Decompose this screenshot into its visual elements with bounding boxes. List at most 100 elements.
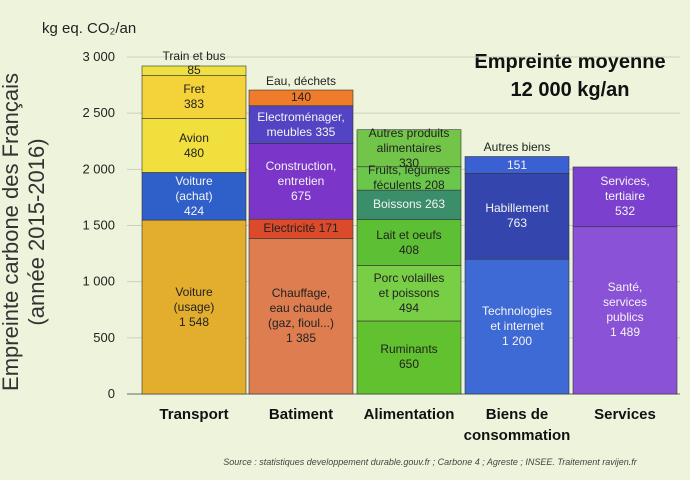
segment-label: 140 — [241, 90, 361, 105]
bar-segment — [464, 173, 570, 260]
segment-label-line: 494 — [398, 300, 420, 315]
category-label-line: Services — [594, 406, 656, 423]
bar-segment — [356, 320, 462, 395]
segment-label: Porc volailles et poissons 494 — [349, 271, 469, 316]
segment-label: Fruits, légumes féculents 208 — [349, 163, 469, 193]
segment-label: Technologies et internet 1 200 — [457, 304, 577, 349]
segment-label-line: Chauffage, — [271, 286, 331, 301]
segment-label-line: Fret — [183, 82, 205, 97]
bar-segment — [141, 65, 247, 76]
category-label: Batiment — [231, 404, 371, 425]
bar-segment — [356, 219, 462, 266]
segment-label: Autres produits alimentaires 330 — [349, 126, 469, 171]
bar-segment — [248, 105, 354, 144]
bar-segment — [356, 265, 462, 322]
segment-label: Services, tertiaire 532 — [565, 174, 685, 219]
category-label-line: Alimentation — [363, 406, 455, 423]
segment-label-line: Avion — [179, 130, 209, 145]
category-label: Biens de consommation — [447, 404, 587, 446]
bar-segment — [248, 143, 354, 220]
segment-label-above-line: Autres biens — [483, 140, 551, 155]
segment-label: Avion 480 — [134, 131, 254, 161]
segment-label-line: 763 — [506, 216, 528, 231]
bar-segment — [141, 75, 247, 119]
segment-label-line: 675 — [290, 188, 312, 203]
segment-label-line: 424 — [183, 203, 205, 218]
segment-label-line: et poissons — [378, 285, 440, 300]
segment-label-above-line: Train et bus — [162, 49, 226, 64]
segment-label-line: Lait et oeufs — [376, 227, 442, 242]
segment-label: Boissons 263 — [349, 197, 469, 212]
segment-label: 85 — [134, 63, 254, 78]
segment-label-line: Voiture — [175, 284, 213, 299]
segment-label: Ruminants 650 — [349, 342, 469, 372]
segment-label-line: Construction, — [265, 158, 337, 173]
segment-label-line: 1 489 — [609, 325, 641, 340]
segment-label-line: services — [602, 295, 647, 310]
category-label-line: Batiment — [268, 406, 334, 423]
segment-label-line: 383 — [183, 97, 205, 112]
category-label: Alimentation — [339, 404, 479, 425]
segment-label-line: Santé, — [607, 280, 643, 295]
segment-label-line: 1 200 — [501, 334, 533, 349]
y-tick-label: 0 — [108, 386, 115, 401]
y-tick-label: 2 500 — [82, 105, 115, 120]
bar-segment — [356, 189, 462, 220]
bar-segment — [572, 226, 678, 395]
segment-label-above: Autres biens — [457, 140, 577, 155]
segment-label-line: 532 — [614, 204, 636, 219]
headline-line-2: 12 000 kg/an — [510, 79, 630, 101]
segment-label-line: alimentaires — [376, 140, 442, 155]
segment-label-line: (achat) — [175, 188, 213, 203]
segment-label: Construction, entretien 675 — [241, 159, 361, 204]
segment-label: Chauffage, eau chaude (gaz, fioul...) 1 385 — [241, 286, 361, 346]
segment-label-line: 85 — [187, 63, 201, 78]
category-label: Transport — [124, 404, 264, 425]
source-note: Source : statistiques developpement dura… — [223, 457, 637, 467]
segment-label-line: Voiture — [175, 173, 213, 188]
segment-label-line: 408 — [398, 242, 420, 257]
segment-label-line: eau chaude — [269, 301, 333, 316]
segment-label-line: Habillement — [485, 201, 549, 216]
segment-label-line: (usage) — [173, 299, 215, 314]
y-unit-label: kg eq. CO₂/an — [42, 20, 137, 37]
segment-label-line: Autres produits — [368, 125, 450, 140]
segment-label-above: Train et bus — [134, 49, 254, 64]
segment-label-line: et internet — [490, 319, 544, 334]
segment-label-line: tertiaire — [604, 189, 645, 204]
category-label-line: Transport — [159, 406, 229, 423]
y-tick-label: 500 — [93, 330, 115, 345]
segment-label-line: meubles 335 — [266, 124, 336, 139]
category-label-line: Biens de — [485, 406, 549, 423]
segment-label-line: entretien — [277, 173, 325, 188]
segment-label-line: 1 385 — [285, 331, 317, 346]
segment-label-line: 151 — [506, 157, 528, 172]
bar-segment — [248, 89, 354, 107]
bar-segment — [141, 219, 247, 395]
segment-label-line: Fruits, légumes — [367, 163, 451, 178]
segment-label: Voiture (usage) 1 548 — [134, 285, 254, 330]
segment-label: Habillement 763 — [457, 201, 577, 231]
segment-label: 151 — [457, 158, 577, 173]
segment-label-line: 1 548 — [178, 314, 210, 329]
segment-label-line: féculents 208 — [373, 178, 445, 193]
bar-segment — [356, 129, 462, 168]
category-label-line: consommation — [463, 427, 571, 444]
segment-label-line: (gaz, fioul...) — [267, 316, 335, 331]
bar-segment — [464, 156, 570, 174]
segment-label-line: Electroménager, — [257, 109, 345, 124]
y-tick-label: 1 500 — [82, 218, 115, 233]
bar-segment — [141, 118, 247, 173]
segment-label-line: 140 — [290, 90, 312, 105]
segment-label: Electroménager, meubles 335 — [241, 110, 361, 140]
segment-label-line: 480 — [183, 145, 205, 160]
category-label: Services — [555, 404, 690, 425]
bar-segment — [572, 166, 678, 228]
segment-label-line: publics — [606, 310, 644, 325]
segment-label: Fret 383 — [134, 82, 254, 112]
segment-label-line: Boissons 263 — [372, 197, 446, 212]
segment-label: Voiture (achat) 424 — [134, 174, 254, 219]
bar-segment — [248, 238, 354, 395]
